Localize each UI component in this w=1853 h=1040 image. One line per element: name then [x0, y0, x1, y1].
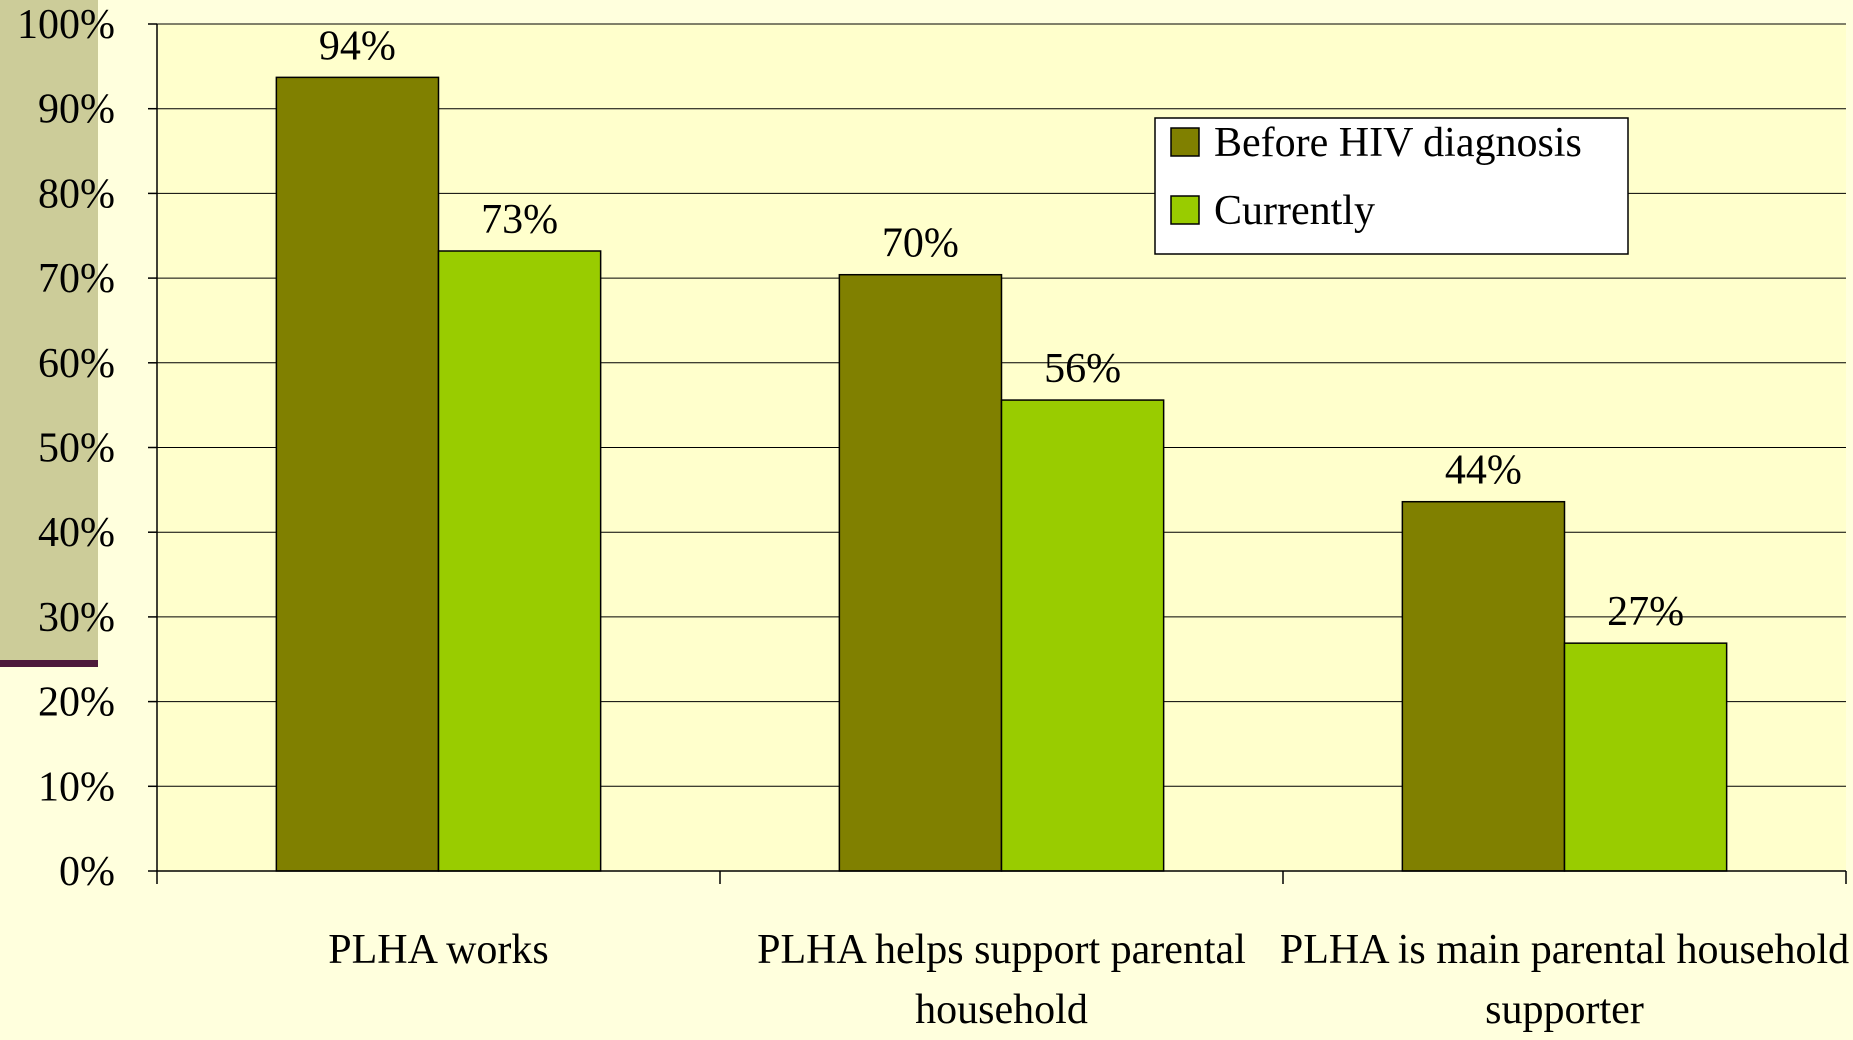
bar [839, 275, 1001, 871]
legend: Before HIV diagnosis Currently [1155, 118, 1628, 254]
y-tick-label: 0% [59, 849, 115, 895]
data-label: 94% [319, 23, 396, 69]
y-tick-label: 10% [38, 764, 115, 810]
bar [439, 251, 601, 871]
y-tick-label: 90% [38, 87, 115, 133]
data-label: 27% [1607, 589, 1684, 635]
y-tick-label: 70% [38, 256, 115, 302]
legend-label: Currently [1214, 188, 1375, 234]
side-accent [0, 660, 98, 667]
y-tick-label: 50% [38, 426, 115, 472]
bar [1002, 400, 1164, 871]
data-label: 56% [1044, 346, 1121, 392]
y-tick-label: 40% [38, 510, 115, 556]
bar [1565, 643, 1727, 871]
bar [276, 77, 438, 871]
legend-label: Before HIV diagnosis [1214, 120, 1582, 166]
x-tick-label: PLHA works [149, 920, 729, 980]
legend-swatch [1171, 196, 1199, 224]
bar [1402, 502, 1564, 871]
y-tick-label: 30% [38, 595, 115, 641]
data-label: 70% [882, 221, 959, 267]
y-tick-label: 100% [17, 2, 115, 48]
y-tick-label: 80% [38, 171, 115, 217]
y-tick-label: 20% [38, 680, 115, 726]
x-tick-label: PLHA helps support parental household [712, 920, 1292, 1040]
legend-swatch [1171, 128, 1199, 156]
data-label: 44% [1445, 448, 1522, 494]
data-label: 73% [481, 197, 558, 243]
y-tick-label: 60% [38, 341, 115, 387]
x-tick-label: PLHA is main parental household supporte… [1275, 920, 1853, 1040]
